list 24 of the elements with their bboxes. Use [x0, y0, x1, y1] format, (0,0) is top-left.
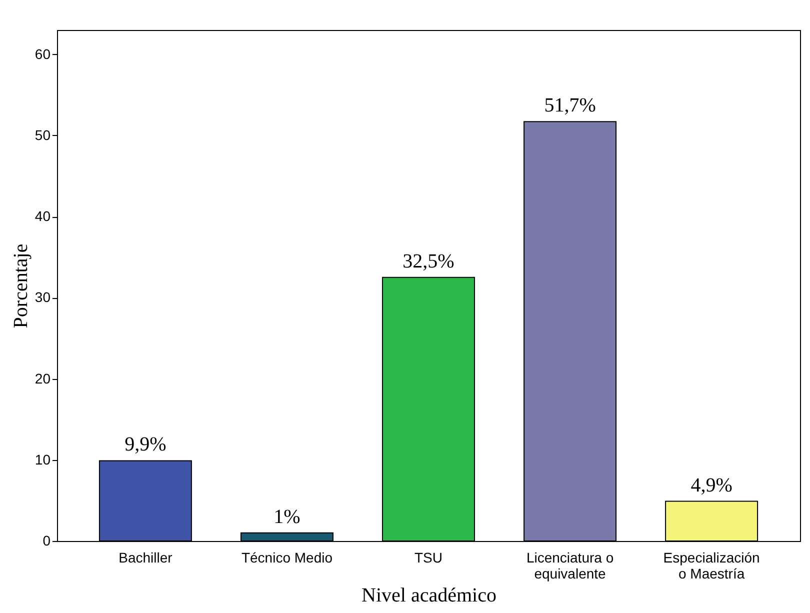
bar — [98, 460, 192, 542]
data-label: 51,7% — [544, 94, 596, 117]
y-tick-label: 20 — [34, 370, 51, 386]
bar — [524, 121, 617, 542]
bar — [382, 276, 475, 542]
data-label: 9,9% — [124, 434, 166, 456]
y-tick-label: 0 — [42, 532, 51, 548]
bar — [240, 532, 334, 542]
x-tick-label: Especialización o Maestría — [663, 550, 760, 582]
y-tick-label: 10 — [34, 451, 51, 468]
x-tick-label: Bachiller — [118, 550, 173, 566]
y-tick-label: 40 — [34, 208, 51, 224]
y-tick-label: 60 — [34, 46, 51, 62]
x-tick-label: Licenciatura o equivalente — [526, 550, 614, 582]
x-tick-label: TSU — [414, 550, 442, 566]
data-label: 4,9% — [690, 474, 732, 496]
bar — [665, 500, 758, 542]
y-tick-label: 50 — [34, 126, 51, 143]
x-axis-title: Nivel académico — [362, 584, 496, 606]
y-tick-label: 30 — [34, 289, 51, 306]
data-label: 1% — [274, 506, 300, 528]
x-tick-label: Técnico Medio — [241, 550, 333, 566]
data-label: 32,5% — [402, 250, 454, 272]
y-axis-title: Porcentaje — [10, 244, 32, 328]
